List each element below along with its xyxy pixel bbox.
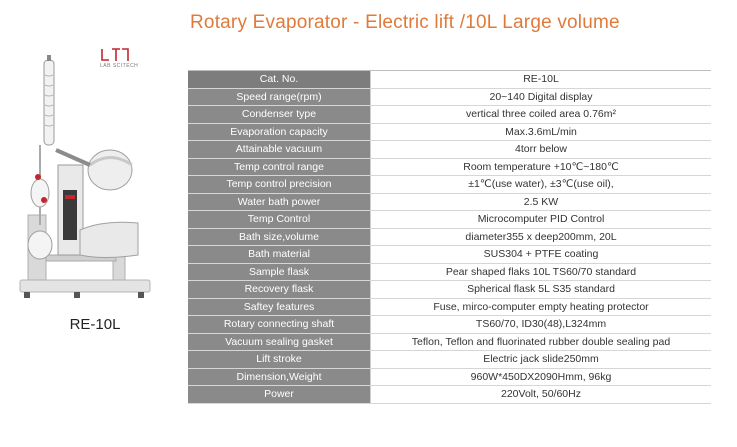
spec-key: Bath material xyxy=(188,245,371,264)
logo-text: LAB SCITECH xyxy=(100,63,139,69)
spec-value: TS60/70, ID30(48),L324mm xyxy=(370,315,711,334)
spec-value: Microcomputer PID Control xyxy=(370,210,711,229)
spec-value: vertical three coiled area 0.76m² xyxy=(370,105,711,124)
table-row: Saftey features Fuse, mirco-computer empt… xyxy=(188,298,711,316)
spec-value: diameter355 x deep200mm, 20L xyxy=(370,228,711,246)
spec-key: Sample flask xyxy=(188,263,371,281)
spec-value: 220Volt, 50/60Hz xyxy=(370,385,711,404)
spec-value: Room temperature +10℃~180℃ xyxy=(370,158,711,176)
spec-value: Spherical flask 5L S35 standard xyxy=(370,280,711,299)
brand-logo: LAB SCITECH xyxy=(100,48,160,69)
spec-value: Fuse, mirco-computer empty heating prote… xyxy=(370,298,711,316)
table-row: Vacuum sealing gasket Teflon, Teflon and … xyxy=(188,333,711,351)
table-row: Water bath power 2.5 KW xyxy=(188,193,711,211)
spec-key: Recovery flask xyxy=(188,280,371,299)
spec-key: Saftey features xyxy=(188,298,371,316)
rotary-evaporator-image xyxy=(19,55,151,298)
model-label: RE-10L xyxy=(69,316,121,333)
spec-key: Vacuum sealing gasket xyxy=(188,333,371,351)
spec-value: SUS304 + PTFE coating xyxy=(370,245,711,264)
table-row: Speed range(rpm) 20~140 Digital display xyxy=(188,88,711,106)
spec-key: Power xyxy=(188,385,371,404)
spec-key: Dimension,Weight xyxy=(188,368,371,386)
spec-value: Max.3.6mL/min xyxy=(370,123,711,141)
spec-value: 20~140 Digital display xyxy=(370,88,711,106)
spec-key: Water bath power xyxy=(188,193,371,211)
spec-value: Electric jack slide250mm xyxy=(370,350,711,369)
spec-table: Cat. No. RE-10L Speed range(rpm) 20~140 Dig… xyxy=(188,70,711,404)
page-title: Rotary Evaporator - Electric lift /10L L… xyxy=(190,12,620,33)
spec-key: Temp Control xyxy=(188,210,371,229)
spec-key: Cat. No. xyxy=(188,70,371,89)
table-row: Attainable vacuum 4torr below xyxy=(188,140,711,159)
spec-key: Evaporation capacity xyxy=(188,123,371,141)
spec-key: Lift stroke xyxy=(188,350,371,369)
spec-key: Condenser type xyxy=(188,105,371,124)
spec-value: ±1℃(use water), ±3℃(use oil), xyxy=(370,175,711,194)
table-row: Sample flask Pear shaped flaks 10L TS60/7… xyxy=(188,263,711,281)
spec-value: RE-10L xyxy=(370,70,711,89)
table-row: Power 220Volt, 50/60Hz xyxy=(188,385,711,404)
table-row: Evaporation capacity Max.3.6mL/min xyxy=(188,123,711,141)
table-row: Recovery flask Spherical flask 5L S35 sta… xyxy=(188,280,711,299)
table-row: Dimension,Weight 960W*450DX2090Hmm, 96kg xyxy=(188,368,711,386)
spec-key: Bath size,volume xyxy=(188,228,371,246)
spec-value: 960W*450DX2090Hmm, 96kg xyxy=(370,368,711,386)
table-row: Condenser type vertical three coiled area… xyxy=(188,105,711,124)
table-row: Cat. No. RE-10L xyxy=(188,70,711,89)
table-row: Temp control precision ±1℃(use water), ±3… xyxy=(188,175,711,194)
spec-value: 4torr below xyxy=(370,140,711,159)
spec-key: Temp control precision xyxy=(188,175,371,194)
spec-key: Attainable vacuum xyxy=(188,140,371,159)
spec-key: Rotary connecting shaft xyxy=(188,315,371,334)
lab-scitech-logo-icon xyxy=(101,48,129,61)
table-row: Rotary connecting shaft TS60/70, ID30(48)… xyxy=(188,315,711,334)
table-row: Lift stroke Electric jack slide250mm xyxy=(188,350,711,369)
spec-value: Pear shaped flaks 10L TS60/70 standard xyxy=(370,263,711,281)
spec-value: Teflon, Teflon and fluorinated rubber do… xyxy=(370,333,711,351)
table-row: Temp Control Microcomputer PID Control xyxy=(188,210,711,229)
table-row: Bath material SUS304 + PTFE coating xyxy=(188,245,711,264)
spec-value: 2.5 KW xyxy=(370,193,711,211)
table-row: Bath size,volume diameter355 x deep200mm,… xyxy=(188,228,711,246)
spec-key: Speed range(rpm) xyxy=(188,88,371,106)
spec-key: Temp control range xyxy=(188,158,371,176)
table-row: Temp control range Room temperature +10℃~… xyxy=(188,158,711,176)
